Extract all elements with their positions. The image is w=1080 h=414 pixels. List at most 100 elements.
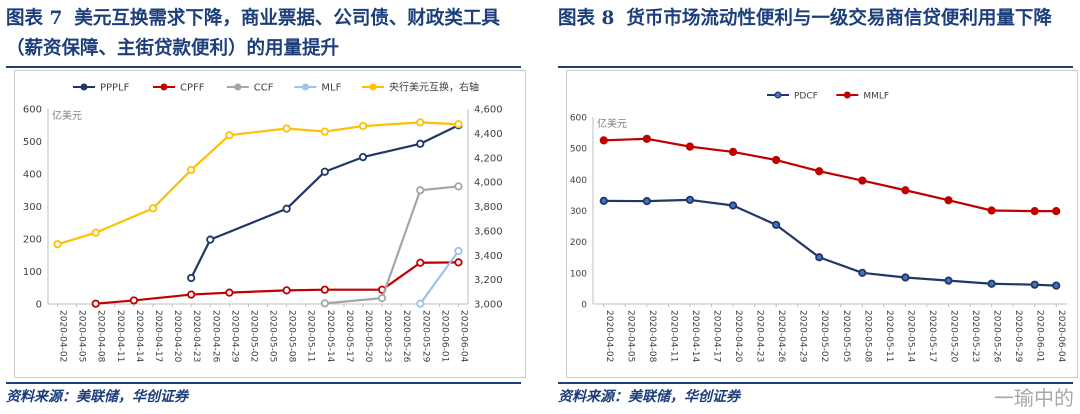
figure-8-chart-frame: 亿美元 0 100 200 300 400 500 600 2020-04-02 2020-04-… bbox=[566, 70, 1078, 378]
legend-mlf-marker bbox=[301, 83, 309, 91]
figure-8-panel: 图表 8 货币市场流动性便利与一级交易商信贷便利用量下降 亿美元 0 100 200 30… bbox=[552, 0, 1080, 414]
data-point-cpff bbox=[282, 286, 291, 295]
y-tick-label-right: 3,800 bbox=[474, 202, 503, 213]
data-point-ppplf bbox=[416, 139, 425, 148]
x-tick-label: 2020-05-11 bbox=[306, 310, 316, 362]
legend-ccf-label: CCF bbox=[254, 83, 274, 94]
y-tick-label-right: 4,400 bbox=[474, 129, 503, 140]
x-tick-label: 2020-04-11 bbox=[115, 310, 125, 362]
y-tick-label-left: 200 bbox=[570, 238, 587, 248]
data-point-mmlf bbox=[685, 142, 695, 151]
data-point-pdcf bbox=[858, 268, 867, 277]
x-tick-label: 2020-05-05 bbox=[268, 310, 278, 362]
y-tick-label-left: 500 bbox=[23, 137, 42, 148]
data-point-mlf bbox=[454, 246, 463, 256]
series-line-mmlf bbox=[603, 137, 1057, 213]
legend-mmlf-label: MMLF bbox=[863, 92, 889, 102]
x-tick-label: 2020-05-08 bbox=[287, 310, 297, 363]
x-tick-label: 2020-05-29 bbox=[1013, 310, 1023, 363]
x-tick-label: 2020-05-08 bbox=[862, 310, 872, 363]
x-tick-label: 2020-04-02 bbox=[58, 310, 68, 362]
x-tick-label: 2020-05-26 bbox=[401, 310, 411, 363]
data-point-ccf bbox=[377, 294, 387, 303]
legend-pdcf-label: PDCF bbox=[794, 92, 818, 102]
figure-7-chart: 亿美元 0 100 200 300 400 500 600 3,000 3,200 3,400 3,6… bbox=[23, 81, 503, 363]
data-point-pdcf bbox=[987, 279, 996, 288]
data-point-cpff bbox=[91, 299, 100, 308]
figure-8-title: 图表 8 货币市场流动性便利与一级交易商信贷便利用量下降 bbox=[558, 4, 1073, 34]
data-point-ccf bbox=[416, 186, 425, 195]
x-tick-label: 2020-04-20 bbox=[172, 310, 182, 363]
x-tick-label: 2020-04-05 bbox=[625, 310, 635, 362]
x-tick-label: 2020-05-14 bbox=[905, 310, 915, 363]
figure-8-title-text: 货币市场流动性便利与一级交易商信贷便利用量下降 bbox=[626, 8, 1052, 29]
legend-pdcf-marker bbox=[774, 91, 782, 99]
data-point-pdcf bbox=[1052, 281, 1061, 290]
figure-8-chart: 亿美元 0 100 200 300 400 500 600 2020-04-02 2020-04-… bbox=[570, 91, 1067, 363]
series-line-ppplf bbox=[190, 124, 459, 279]
x-tick-label: 2020-04-14 bbox=[690, 310, 700, 363]
data-point-pdcf bbox=[944, 276, 953, 285]
y-tick-label-right: 4,200 bbox=[474, 153, 503, 164]
x-tick-label: 2020-05-05 bbox=[841, 310, 851, 362]
data-point-pdcf bbox=[642, 197, 651, 206]
data-point-series bbox=[454, 120, 463, 129]
data-point-mmlf bbox=[944, 196, 953, 205]
y-unit-label: 亿美元 bbox=[597, 117, 627, 130]
x-tick-label: 2020-04-05 bbox=[77, 310, 87, 362]
figure-8-source: 资料来源：美联储，华创证券 bbox=[558, 389, 740, 405]
x-tick-label: 2020-04-02 bbox=[604, 310, 614, 362]
data-point-series bbox=[91, 228, 100, 237]
data-point-series bbox=[416, 118, 425, 127]
y-tick-label-left: 100 bbox=[23, 267, 42, 278]
data-point-series bbox=[320, 127, 329, 136]
data-point-series bbox=[148, 204, 158, 213]
legend-series-marker bbox=[369, 83, 377, 91]
series-line-cpff bbox=[95, 261, 459, 305]
data-point-cpff bbox=[454, 258, 463, 267]
data-point-mmlf bbox=[642, 134, 651, 143]
data-point-cpff bbox=[320, 285, 329, 294]
figure-7-top-rule bbox=[6, 66, 521, 68]
x-tick-label: 2020-05-23 bbox=[970, 310, 980, 362]
x-tick-label: 2020-04-29 bbox=[229, 310, 239, 363]
data-point-mmlf bbox=[901, 186, 910, 195]
legend-ppplf-label: PPPLF bbox=[100, 83, 130, 94]
y-tick-label-right: 4,000 bbox=[474, 178, 503, 189]
x-tick-label: 2020-04-08 bbox=[96, 310, 106, 363]
y-tick-label-left: 600 bbox=[570, 114, 587, 124]
data-point-mmlf bbox=[599, 136, 608, 145]
x-tick-label: 2020-05-02 bbox=[819, 310, 829, 362]
x-tick-label: 2020-05-29 bbox=[420, 310, 430, 363]
data-point-cpff bbox=[416, 258, 425, 267]
data-point-ccf bbox=[320, 299, 329, 308]
x-tick-label: 2020-04-17 bbox=[712, 310, 722, 362]
legend-mlf-label: MLF bbox=[321, 83, 341, 94]
y-unit-label: 亿美元 bbox=[52, 109, 82, 122]
x-tick-label: 2020-06-01 bbox=[439, 310, 449, 362]
data-point-pdcf bbox=[1030, 280, 1039, 289]
data-point-series bbox=[358, 121, 368, 131]
data-point-pdcf bbox=[815, 253, 824, 262]
data-point-mlf bbox=[416, 299, 425, 308]
data-point-series bbox=[53, 240, 62, 249]
y-tick-label-left: 200 bbox=[23, 235, 42, 246]
data-point-mmlf bbox=[1052, 207, 1061, 216]
x-tick-label: 2020-06-04 bbox=[458, 310, 468, 363]
data-point-ppplf bbox=[282, 204, 291, 213]
data-point-pdcf bbox=[685, 195, 695, 205]
data-point-ccf bbox=[454, 182, 463, 191]
x-tick-label: 2020-04-11 bbox=[668, 310, 678, 362]
data-point-series bbox=[187, 165, 196, 175]
y-tick-label-left: 600 bbox=[23, 105, 42, 116]
data-point-pdcf bbox=[772, 220, 781, 229]
x-tick-label: 2020-04-29 bbox=[798, 310, 808, 363]
x-tick-label: 2020-04-17 bbox=[153, 310, 163, 362]
figure-7-number: 图表 7 bbox=[6, 8, 63, 29]
x-tick-label: 2020-05-17 bbox=[927, 310, 937, 362]
data-point-mmlf bbox=[815, 167, 824, 176]
data-point-cpff bbox=[187, 290, 196, 299]
data-point-series bbox=[282, 124, 291, 133]
data-point-mmlf bbox=[858, 176, 867, 185]
series-line-pdcf bbox=[603, 198, 1057, 287]
